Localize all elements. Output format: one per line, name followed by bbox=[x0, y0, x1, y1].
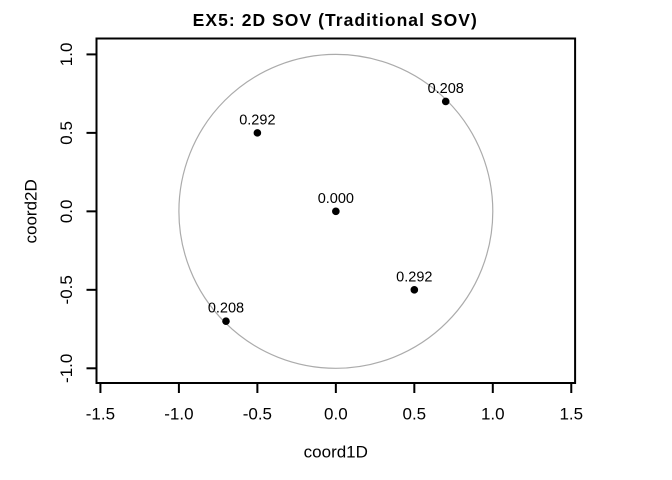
x-tick-label: -1.0 bbox=[164, 405, 193, 424]
point-label: 0.292 bbox=[239, 112, 275, 128]
plot-title: EX5: 2D SOV (Traditional SOV) bbox=[193, 10, 478, 30]
y-tick-label: 0.5 bbox=[57, 121, 76, 145]
unit-circle bbox=[178, 53, 494, 369]
x-tick-label: -1.5 bbox=[86, 405, 115, 424]
point-label: 0.208 bbox=[428, 81, 464, 97]
data-point bbox=[441, 97, 450, 106]
point-label: 0.292 bbox=[396, 269, 432, 285]
y-tick-label: 0.0 bbox=[57, 200, 76, 224]
x-tick-label: 1.5 bbox=[559, 405, 583, 424]
x-tick-label: 0.0 bbox=[324, 405, 348, 424]
x-axis bbox=[99, 383, 573, 393]
x-tick-label: 0.5 bbox=[403, 405, 427, 424]
x-tick-label: -0.5 bbox=[243, 405, 272, 424]
y-tick-label: 1.0 bbox=[57, 43, 76, 67]
y-tick-label: -1.0 bbox=[57, 354, 76, 383]
data-points bbox=[222, 97, 450, 326]
y-tick-label: -0.5 bbox=[57, 275, 76, 304]
x-axis-label: coord1D bbox=[304, 443, 368, 462]
x-tick-label: 1.0 bbox=[481, 405, 505, 424]
y-axis-label: coord2D bbox=[22, 179, 41, 243]
data-point bbox=[410, 286, 419, 294]
y-axis bbox=[86, 53, 97, 370]
data-point bbox=[253, 129, 262, 137]
data-point bbox=[332, 207, 340, 216]
data-point bbox=[222, 317, 230, 326]
point-label: 0.208 bbox=[208, 301, 244, 317]
point-label: 0.000 bbox=[318, 191, 354, 207]
